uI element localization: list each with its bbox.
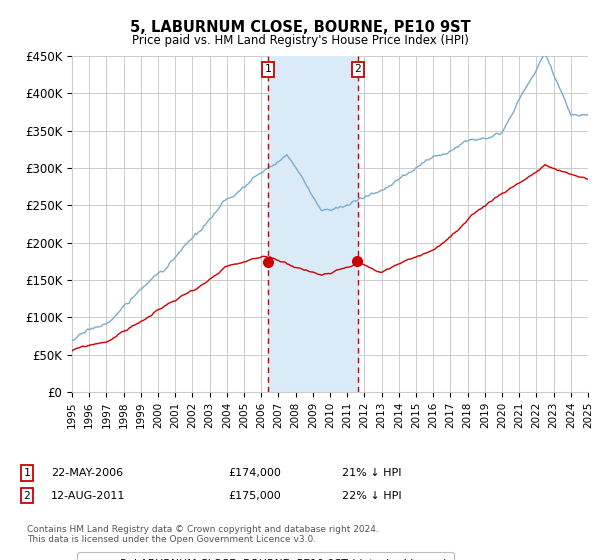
Text: Price paid vs. HM Land Registry's House Price Index (HPI): Price paid vs. HM Land Registry's House … bbox=[131, 34, 469, 46]
Text: 21% ↓ HPI: 21% ↓ HPI bbox=[342, 468, 401, 478]
Bar bbox=[268, 56, 358, 392]
Text: 22% ↓ HPI: 22% ↓ HPI bbox=[342, 491, 401, 501]
Text: £174,000: £174,000 bbox=[228, 468, 281, 478]
Text: 22-MAY-2006: 22-MAY-2006 bbox=[51, 468, 123, 478]
Text: 1: 1 bbox=[265, 64, 271, 74]
Text: 12-AUG-2011: 12-AUG-2011 bbox=[51, 491, 125, 501]
Text: Contains HM Land Registry data © Crown copyright and database right 2024.
This d: Contains HM Land Registry data © Crown c… bbox=[27, 525, 379, 544]
Text: 5, LABURNUM CLOSE, BOURNE, PE10 9ST: 5, LABURNUM CLOSE, BOURNE, PE10 9ST bbox=[130, 20, 470, 35]
Text: 1: 1 bbox=[23, 468, 31, 478]
Legend: 5, LABURNUM CLOSE, BOURNE, PE10 9ST (detached house), HPI: Average price, detach: 5, LABURNUM CLOSE, BOURNE, PE10 9ST (det… bbox=[77, 552, 454, 560]
Text: 2: 2 bbox=[23, 491, 31, 501]
Text: 2: 2 bbox=[355, 64, 361, 74]
Text: £175,000: £175,000 bbox=[228, 491, 281, 501]
